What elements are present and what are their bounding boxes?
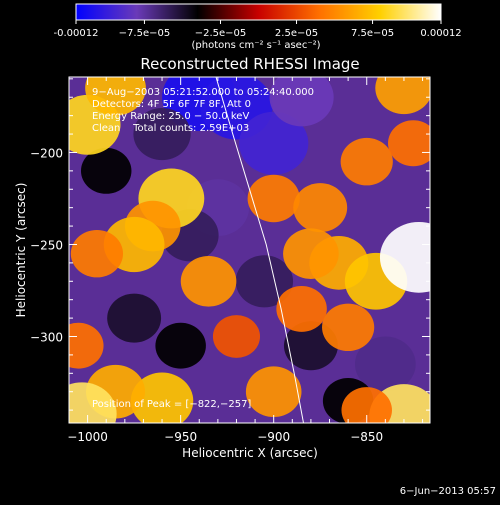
emission-blob bbox=[69, 322, 104, 369]
annotation-total-counts: Clean Total counts: 2.59E+03 bbox=[92, 123, 249, 134]
emission-blob bbox=[80, 147, 132, 194]
colorbar-unit-label: (photons cm⁻² s⁻¹ asec⁻²) bbox=[191, 40, 320, 51]
x-tick-label: −850 bbox=[350, 430, 383, 444]
x-tick-label: −900 bbox=[257, 430, 290, 444]
emission-blob bbox=[293, 183, 348, 233]
annotation-detectors: Detectors: 4F 5F 6F 7F 8F, Att 0 bbox=[92, 99, 251, 110]
y-axis-ticks: −200 −250 −300 bbox=[30, 78, 430, 411]
emission-blobs bbox=[69, 77, 430, 423]
emission-blob bbox=[180, 256, 237, 307]
plot-frame bbox=[68, 76, 431, 424]
emission-blob bbox=[85, 77, 146, 116]
colorbar-tick-label: 7.5e−05 bbox=[351, 28, 394, 39]
solar-limb-line bbox=[215, 77, 304, 423]
emission-blob bbox=[247, 174, 300, 223]
emission-blob bbox=[70, 229, 124, 278]
emission-blob bbox=[155, 322, 206, 369]
peak-position-label: Position of Peak = [−822,−257] bbox=[92, 399, 251, 410]
x-axis-label: Heliocentric X (arcsec) bbox=[182, 446, 318, 460]
chart-title: Reconstructed RHESSI Image bbox=[140, 55, 359, 73]
emission-blob bbox=[379, 222, 430, 293]
colorbar-tick-label: 2.5e−05 bbox=[275, 28, 318, 39]
annotation-time-range: 9−Aug−2003 05:21:52.000 to 05:24:40.000 bbox=[92, 87, 314, 98]
emission-blob bbox=[283, 228, 339, 279]
emission-blob bbox=[340, 137, 393, 186]
emission-blob bbox=[235, 255, 294, 308]
emission-blob bbox=[107, 293, 162, 343]
x-tick-label: −1000 bbox=[67, 430, 108, 444]
y-tick-label: −200 bbox=[30, 146, 63, 160]
y-tick-label: −250 bbox=[30, 238, 63, 252]
emission-blob bbox=[269, 77, 334, 127]
footer-date: 6−Jun−2013 05:57 bbox=[400, 486, 496, 497]
emission-blob bbox=[69, 382, 117, 423]
emission-blob bbox=[276, 285, 327, 332]
colorbar-tick-label: −2.5e−05 bbox=[195, 28, 247, 39]
emission-blob bbox=[322, 303, 375, 352]
image-area bbox=[69, 77, 430, 423]
y-tick-label: −300 bbox=[30, 331, 63, 345]
emission-blob bbox=[239, 111, 309, 175]
emission-blob bbox=[245, 366, 302, 417]
emission-blob bbox=[354, 336, 416, 392]
emission-blob bbox=[375, 77, 430, 115]
emission-blob bbox=[133, 108, 191, 161]
colorbar-tick-label: −7.5e−05 bbox=[119, 28, 171, 39]
colorbar: -0.00012 −7.5e−05 −2.5e−05 2.5e−05 7.5e−05 0.… bbox=[54, 3, 462, 51]
colorbar-ticks: -0.00012 −7.5e−05 −2.5e−05 2.5e−05 7.5e−05 0.… bbox=[54, 20, 462, 39]
x-tick-label: −950 bbox=[164, 430, 197, 444]
emission-blob bbox=[388, 120, 430, 167]
x-axis-ticks: −1000 −950 −900 −850 bbox=[67, 77, 424, 444]
y-axis-label: Heliocentric Y (arcsec) bbox=[14, 183, 28, 318]
emission-blob bbox=[341, 387, 392, 423]
colorbar-tick-label: -0.00012 bbox=[54, 28, 99, 39]
emission-blob bbox=[130, 372, 194, 423]
info-annotations: 9−Aug−2003 05:21:52.000 to 05:24:40.000 … bbox=[92, 87, 314, 410]
colorbar-tick-label: 0.00012 bbox=[420, 28, 461, 39]
annotation-energy-range: Energy Range: 25.0 − 50.0 keV bbox=[92, 111, 249, 122]
emission-blob bbox=[212, 315, 261, 358]
